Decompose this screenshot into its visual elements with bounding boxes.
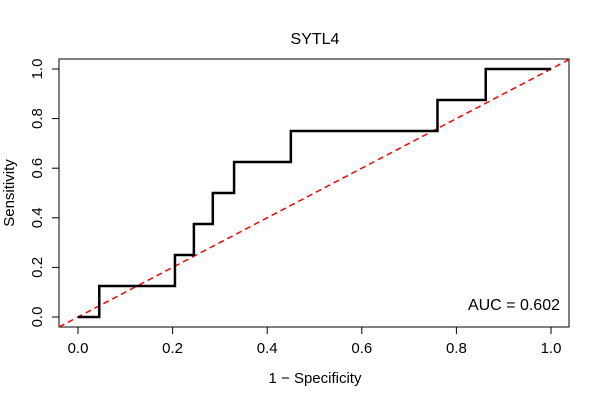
y-axis-label: Sensitivity xyxy=(1,159,18,227)
y-tick-label: 0.6 xyxy=(29,158,46,179)
y-tick-label: 1.0 xyxy=(29,59,46,80)
roc-curve-line xyxy=(78,67,551,319)
x-tick-label: 0.4 xyxy=(257,340,278,357)
y-tick-label: 0.4 xyxy=(29,207,46,228)
x-tick-label: 0.6 xyxy=(351,340,372,357)
y-tick-label: 0.0 xyxy=(29,307,46,328)
reference-diagonal-line xyxy=(59,59,569,327)
x-tick-label: 0.0 xyxy=(68,340,89,357)
x-axis-label: 1 − Specificity xyxy=(269,370,362,387)
x-tick-label: 0.8 xyxy=(446,340,467,357)
y-tick-label: 0.2 xyxy=(29,257,46,278)
chart-title: SYTL4 xyxy=(291,31,340,48)
y-axis: 0.0 0.2 0.4 0.6 0.8 1.0 xyxy=(29,59,60,328)
auc-annotation: AUC = 0.602 xyxy=(468,297,560,314)
x-axis: 0.0 0.2 0.4 0.6 0.8 1.0 xyxy=(68,326,562,357)
x-tick-label: 0.2 xyxy=(162,340,183,357)
y-tick-label: 0.8 xyxy=(29,108,46,129)
series-layer xyxy=(59,59,569,327)
x-tick-label: 1.0 xyxy=(541,340,562,357)
